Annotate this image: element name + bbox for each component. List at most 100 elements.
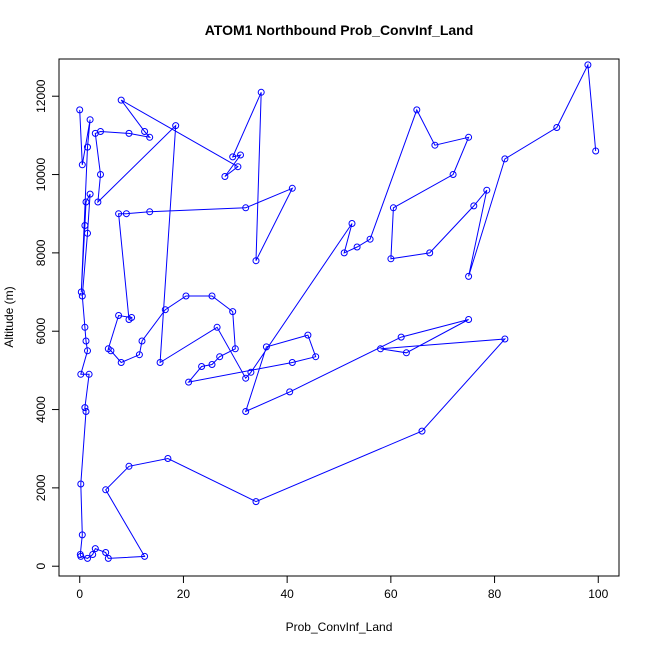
data-point	[242, 374, 250, 382]
x-axis: 0 20 40 60 80 100	[76, 576, 609, 601]
data-point	[242, 408, 250, 415]
data-point	[553, 124, 561, 131]
data-point	[592, 147, 600, 155]
data-point	[125, 129, 133, 137]
data-point	[304, 331, 312, 339]
data-point	[237, 151, 244, 159]
data-point	[470, 202, 478, 210]
data-point	[77, 288, 85, 296]
data-point	[252, 498, 260, 506]
plot-area	[76, 61, 600, 562]
data-point	[185, 378, 193, 386]
data-point	[97, 171, 104, 178]
data-point	[286, 388, 294, 396]
data-point	[135, 351, 143, 359]
data-point	[198, 363, 206, 370]
data-point	[156, 359, 164, 366]
x-tick-label: 0	[76, 587, 83, 601]
x-tick-label: 40	[280, 587, 294, 601]
data-point	[213, 323, 221, 331]
data-point	[449, 171, 457, 178]
y-tick-label: 12000	[34, 79, 48, 113]
data-point	[389, 204, 397, 212]
data-point	[125, 316, 133, 323]
y-axis: 0 2000 4000 6000 8000 10000 12000	[34, 79, 59, 570]
data-point	[84, 229, 91, 237]
data-point	[122, 210, 130, 218]
chart-title: ATOM1 Northbound Prob_ConvInf_Land	[205, 22, 474, 38]
data-point	[413, 106, 421, 114]
data-point	[141, 128, 149, 135]
data-point	[229, 153, 237, 161]
data-point	[312, 353, 320, 361]
data-point	[146, 208, 154, 216]
data-point	[117, 359, 125, 366]
data-point	[208, 292, 216, 300]
data-point	[104, 345, 112, 353]
data-point	[402, 349, 410, 357]
data-point	[465, 316, 473, 323]
data-point	[138, 337, 146, 345]
data-point	[94, 198, 102, 206]
data-point	[353, 243, 361, 251]
data-point	[465, 133, 473, 141]
data-point	[102, 549, 110, 556]
data-point	[91, 129, 99, 137]
data-point	[221, 173, 229, 180]
data-point	[172, 122, 180, 130]
data-point	[82, 408, 90, 415]
data-point	[77, 480, 85, 488]
data-point	[82, 337, 90, 345]
data-point	[141, 552, 149, 560]
x-tick-label: 100	[588, 587, 608, 601]
data-point	[465, 272, 473, 280]
data-point	[78, 531, 86, 539]
data-point	[85, 370, 93, 378]
data-point	[252, 257, 260, 265]
x-axis-label: Prob_ConvInf_Land	[286, 620, 393, 634]
data-point	[501, 155, 509, 163]
data-point	[78, 161, 86, 169]
y-tick-label: 0	[34, 563, 48, 570]
data-point	[182, 292, 190, 300]
data-point	[84, 554, 91, 562]
data-point	[426, 249, 434, 257]
data-point	[78, 292, 86, 300]
y-tick-label: 6000	[34, 318, 48, 345]
data-point	[340, 249, 348, 257]
data-point	[229, 308, 237, 316]
x-tick-label: 60	[384, 587, 398, 601]
data-point	[387, 255, 395, 263]
data-point	[77, 370, 85, 378]
x-tick-label: 20	[177, 587, 191, 601]
data-point	[89, 551, 97, 558]
data-point	[242, 204, 250, 212]
data-point	[77, 552, 85, 560]
data-point	[81, 222, 89, 229]
data-point	[234, 163, 242, 171]
data-point	[82, 198, 90, 206]
data-point	[86, 116, 94, 124]
data-point	[483, 186, 491, 194]
data-point	[102, 486, 110, 494]
data-point	[146, 133, 154, 141]
data-point	[377, 345, 384, 353]
data-point	[501, 335, 509, 343]
data-point	[84, 143, 91, 151]
data-point	[584, 61, 592, 69]
y-tick-label: 4000	[34, 396, 48, 423]
data-point	[208, 361, 216, 368]
series-line	[79, 63, 597, 559]
data-point	[216, 353, 224, 361]
data-point	[418, 427, 426, 435]
data-point	[91, 545, 99, 553]
data-point	[231, 345, 239, 353]
data-point	[81, 404, 89, 412]
data-point	[117, 96, 125, 104]
data-point	[104, 554, 112, 562]
data-point	[431, 141, 439, 149]
data-point	[247, 368, 255, 376]
y-tick-label: 10000	[34, 158, 48, 192]
y-tick-label: 8000	[34, 239, 48, 266]
